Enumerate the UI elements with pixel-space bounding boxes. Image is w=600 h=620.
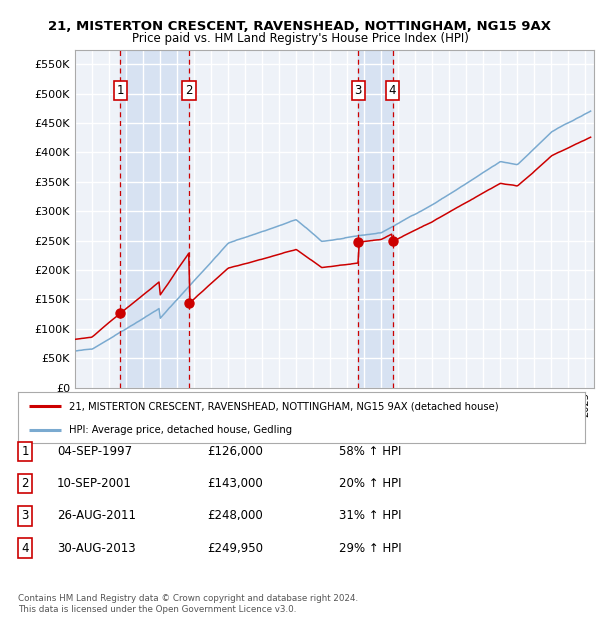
Text: Contains HM Land Registry data © Crown copyright and database right 2024.
This d: Contains HM Land Registry data © Crown c… [18, 595, 358, 614]
Text: £143,000: £143,000 [207, 477, 263, 490]
Text: 4: 4 [22, 542, 29, 554]
Text: 04-SEP-1997: 04-SEP-1997 [57, 445, 132, 458]
Text: Price paid vs. HM Land Registry's House Price Index (HPI): Price paid vs. HM Land Registry's House … [131, 32, 469, 45]
Text: 20% ↑ HPI: 20% ↑ HPI [339, 477, 401, 490]
Text: 4: 4 [389, 84, 396, 97]
Bar [358, 50, 392, 388]
Text: 1: 1 [22, 445, 29, 458]
Text: 2: 2 [185, 84, 193, 97]
Text: £249,950: £249,950 [207, 542, 263, 554]
Text: 2: 2 [22, 477, 29, 490]
Text: £126,000: £126,000 [207, 445, 263, 458]
Text: 58% ↑ HPI: 58% ↑ HPI [339, 445, 401, 458]
Text: 21, MISTERTON CRESCENT, RAVENSHEAD, NOTTINGHAM, NG15 9AX: 21, MISTERTON CRESCENT, RAVENSHEAD, NOTT… [49, 20, 551, 33]
Text: 10-SEP-2001: 10-SEP-2001 [57, 477, 132, 490]
Text: 26-AUG-2011: 26-AUG-2011 [57, 510, 136, 522]
Text: 1: 1 [116, 84, 124, 97]
Text: 31% ↑ HPI: 31% ↑ HPI [339, 510, 401, 522]
Text: £248,000: £248,000 [207, 510, 263, 522]
Text: 3: 3 [22, 510, 29, 522]
Text: HPI: Average price, detached house, Gedling: HPI: Average price, detached house, Gedl… [69, 425, 292, 435]
Text: 21, MISTERTON CRESCENT, RAVENSHEAD, NOTTINGHAM, NG15 9AX (detached house): 21, MISTERTON CRESCENT, RAVENSHEAD, NOTT… [69, 401, 499, 411]
Text: 3: 3 [355, 84, 362, 97]
Text: 30-AUG-2013: 30-AUG-2013 [57, 542, 136, 554]
Bar [121, 50, 189, 388]
Text: 29% ↑ HPI: 29% ↑ HPI [339, 542, 401, 554]
